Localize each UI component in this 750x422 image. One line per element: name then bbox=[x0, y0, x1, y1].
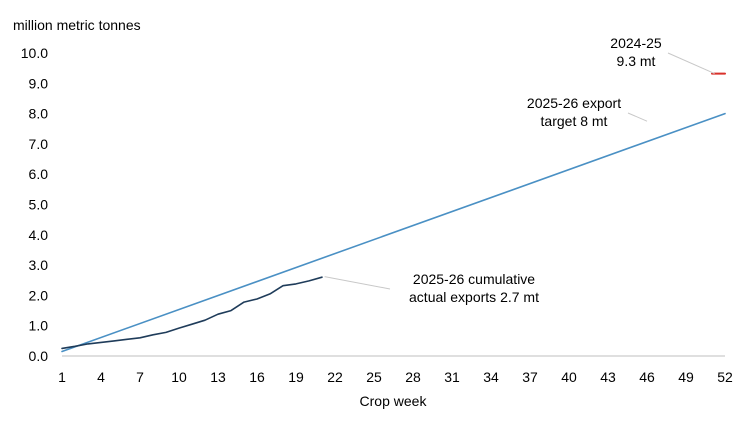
x-tick-label: 13 bbox=[210, 369, 226, 385]
x-tick-label: 37 bbox=[522, 369, 538, 385]
x-tick-label: 22 bbox=[327, 369, 343, 385]
x-tick-label: 7 bbox=[136, 369, 144, 385]
annotation-actual-line-2: actual exports 2.7 mt bbox=[409, 289, 539, 305]
x-tick-label: 31 bbox=[444, 369, 460, 385]
y-tick-label: 8.0 bbox=[29, 106, 49, 122]
y-tick-label: 7.0 bbox=[29, 136, 49, 152]
series-layer bbox=[61, 72, 726, 353]
y-tick-label: 0.0 bbox=[29, 348, 49, 364]
annotation-prior-line-2: 9.3 mt bbox=[617, 53, 656, 69]
x-tick-label: 19 bbox=[288, 369, 304, 385]
x-tick-label: 52 bbox=[717, 369, 733, 385]
annotation-prior-line-1: 2024-25 bbox=[610, 35, 662, 51]
y-tick-label: 3.0 bbox=[29, 257, 49, 273]
x-axis-title: Crop week bbox=[360, 393, 428, 409]
x-tick-label: 28 bbox=[405, 369, 421, 385]
x-tick-label: 34 bbox=[483, 369, 499, 385]
series-line-target bbox=[61, 112, 726, 353]
x-tick-label: 46 bbox=[639, 369, 655, 385]
y-tick-label: 6.0 bbox=[29, 166, 49, 182]
leader-line-target bbox=[627, 112, 648, 122]
y-axis: 0.0 1.0 2.0 3.0 4.0 5.0 6.0 7.0 8.0 9.0 10.0 bbox=[21, 45, 48, 364]
y-tick-label: 1.0 bbox=[29, 318, 49, 334]
annotation-target-line-2: target 8 mt bbox=[541, 113, 608, 129]
x-tick-label: 43 bbox=[600, 369, 616, 385]
x-tick-label: 40 bbox=[561, 369, 577, 385]
y-tick-label: 10.0 bbox=[21, 45, 48, 61]
y-tick-label: 2.0 bbox=[29, 287, 49, 303]
series-line-actual bbox=[61, 276, 323, 350]
annotation-layer: 2024-25 9.3 mt 2025-26 export target 8 mt 20… bbox=[324, 35, 715, 305]
leader-line-prior bbox=[667, 52, 715, 75]
annotation-actual-line-1: 2025-26 cumulative bbox=[413, 271, 535, 287]
x-tick-label: 4 bbox=[97, 369, 105, 385]
y-tick-label: 5.0 bbox=[29, 197, 49, 213]
x-tick-label: 1 bbox=[58, 369, 66, 385]
x-tick-label: 10 bbox=[171, 369, 187, 385]
y-tick-label: 9.0 bbox=[29, 75, 49, 91]
leader-line-actual bbox=[324, 276, 391, 290]
x-axis: 1 4 7 10 13 16 19 22 25 28 31 34 37 40 43 46 49 52 bbox=[58, 369, 733, 385]
x-tick-label: 49 bbox=[678, 369, 694, 385]
annotation-target-line-1: 2025-26 export bbox=[527, 95, 621, 111]
y-axis-title: million metric tonnes bbox=[13, 17, 141, 33]
x-tick-label: 16 bbox=[249, 369, 265, 385]
y-tick-label: 4.0 bbox=[29, 227, 49, 243]
x-tick-label: 25 bbox=[366, 369, 382, 385]
